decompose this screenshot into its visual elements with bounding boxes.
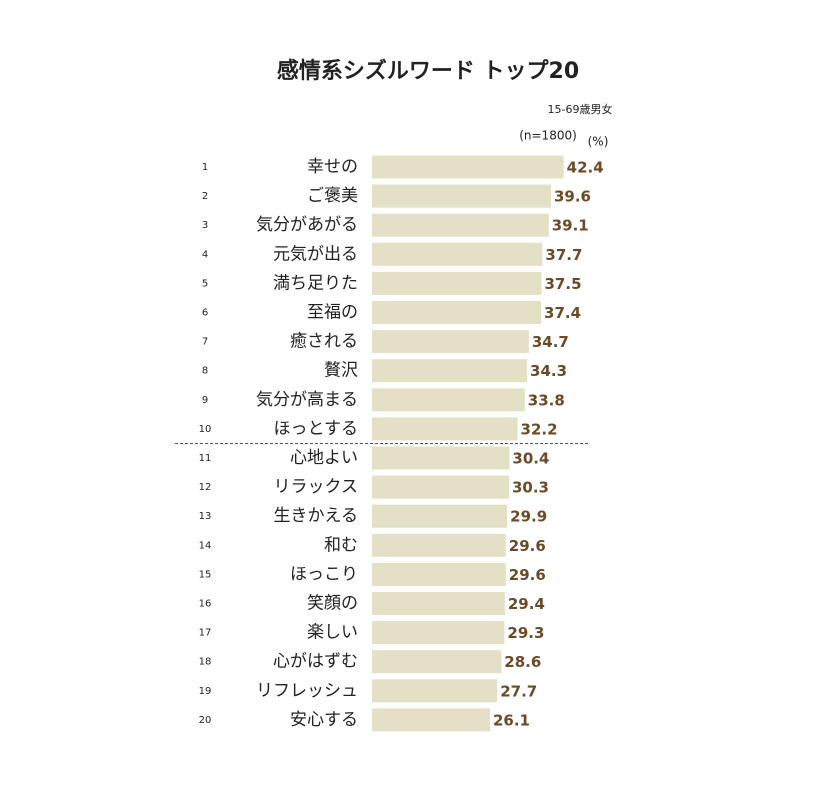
rank-label: 15 bbox=[199, 569, 212, 580]
category-label: 笑顔の bbox=[307, 594, 358, 614]
rank-label: 2 bbox=[202, 191, 208, 202]
rank-label: 16 bbox=[199, 599, 212, 610]
bar bbox=[372, 155, 564, 179]
bar bbox=[372, 242, 543, 266]
value-label: 30.4 bbox=[512, 450, 549, 468]
value-label: 29.9 bbox=[510, 508, 547, 526]
value-label: 29.6 bbox=[509, 566, 546, 584]
value-label: 29.6 bbox=[509, 537, 546, 555]
category-label: 幸せの bbox=[307, 157, 358, 177]
bar bbox=[372, 504, 508, 528]
category-label: 生きかえる bbox=[274, 506, 359, 526]
category-label: ご褒美 bbox=[307, 186, 358, 206]
rank-label: 10 bbox=[199, 424, 212, 435]
chart-title: 感情系シズルワード トップ20 bbox=[277, 58, 579, 84]
bar bbox=[372, 475, 509, 499]
value-label: 26.1 bbox=[493, 711, 530, 729]
bar bbox=[372, 213, 549, 237]
rank-label: 9 bbox=[202, 395, 208, 406]
category-label: リフレッシュ bbox=[256, 681, 358, 701]
value-label: 39.1 bbox=[552, 217, 589, 235]
bar bbox=[372, 271, 542, 295]
category-label: 贅沢 bbox=[324, 361, 358, 381]
rank-label: 19 bbox=[199, 686, 212, 697]
rank-label: 12 bbox=[199, 482, 212, 493]
bar bbox=[372, 679, 498, 703]
category-label: 満ち足りた bbox=[273, 273, 358, 293]
category-label: 心地よい bbox=[290, 448, 358, 468]
bar bbox=[372, 650, 502, 674]
value-label: 39.6 bbox=[554, 188, 591, 206]
rank-label: 20 bbox=[199, 715, 212, 726]
value-label: 30.3 bbox=[512, 479, 549, 497]
category-label: ほっとする bbox=[274, 419, 359, 439]
rank-label: 14 bbox=[199, 540, 212, 551]
bar bbox=[372, 446, 510, 470]
value-label: 27.7 bbox=[500, 682, 537, 700]
bar bbox=[372, 621, 505, 645]
rank-label: 17 bbox=[199, 628, 212, 639]
bar bbox=[372, 592, 505, 615]
rank-label: 6 bbox=[202, 308, 208, 319]
category-label: 癒される bbox=[290, 332, 358, 352]
value-label: 37.7 bbox=[545, 246, 582, 264]
category-label: 楽しい bbox=[307, 623, 358, 643]
value-label: 29.4 bbox=[508, 595, 545, 613]
bar bbox=[372, 388, 525, 412]
value-label: 29.3 bbox=[507, 624, 544, 642]
sample-note: (n=1800) bbox=[519, 129, 577, 143]
bar bbox=[372, 562, 506, 586]
unit-label: (%) bbox=[588, 135, 609, 149]
category-label: 気分があがる bbox=[256, 215, 358, 235]
rank-label: 1 bbox=[202, 162, 208, 173]
category-label: ほっこり bbox=[290, 564, 358, 584]
value-label: 34.7 bbox=[532, 333, 569, 351]
category-label: 元気が出る bbox=[273, 244, 358, 264]
bar bbox=[372, 417, 518, 441]
value-label: 33.8 bbox=[528, 391, 565, 409]
rank-label: 4 bbox=[202, 249, 208, 260]
bar bbox=[372, 301, 542, 324]
category-label: 和む bbox=[324, 535, 358, 555]
category-label: 心がはずむ bbox=[273, 652, 358, 672]
rank-label: 5 bbox=[202, 278, 208, 289]
bar bbox=[372, 184, 551, 208]
rank-label: 18 bbox=[199, 657, 212, 668]
rank-label: 11 bbox=[199, 453, 212, 464]
category-label: 至福の bbox=[307, 303, 358, 323]
rank-label: 3 bbox=[202, 220, 208, 231]
bar bbox=[372, 330, 529, 354]
value-label: 34.3 bbox=[530, 362, 567, 380]
value-label: 37.4 bbox=[544, 304, 581, 322]
bar bbox=[372, 359, 528, 383]
value-label: 28.6 bbox=[504, 653, 541, 671]
category-label: リラックス bbox=[274, 477, 359, 497]
category-label: 安心する bbox=[290, 710, 358, 730]
value-label: 37.5 bbox=[545, 275, 582, 293]
category-label: 気分が高まる bbox=[256, 390, 358, 410]
bar bbox=[372, 708, 490, 732]
bar bbox=[372, 533, 506, 557]
rank-label: 8 bbox=[202, 366, 208, 377]
rank-label: 7 bbox=[202, 337, 208, 348]
rank-label: 13 bbox=[199, 511, 212, 522]
value-label: 32.2 bbox=[521, 420, 558, 438]
subtitle: 15-69歳男女 bbox=[548, 102, 613, 116]
value-label: 42.4 bbox=[567, 159, 604, 177]
